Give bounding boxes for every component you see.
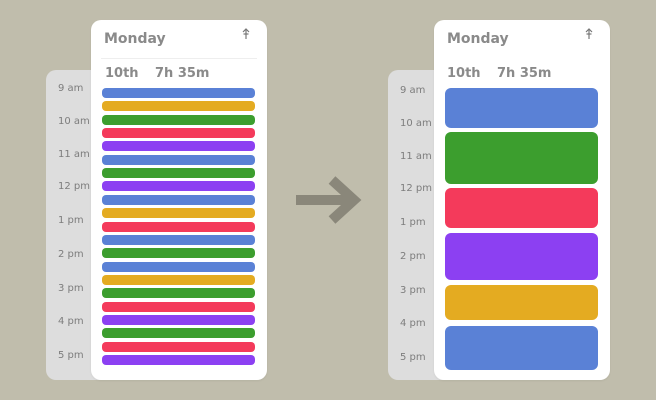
- hour-label: 10 am: [400, 118, 432, 129]
- calendar-card-after: Monday 10th 7h 35m: [434, 20, 610, 380]
- event-block[interactable]: [102, 141, 255, 152]
- hour-label: 10 am: [58, 116, 90, 127]
- event-block[interactable]: [102, 314, 255, 325]
- event-block[interactable]: [102, 168, 255, 179]
- hour-label: 3 pm: [58, 283, 84, 294]
- event-block[interactable]: [102, 288, 255, 299]
- arrow-right-icon: [292, 170, 364, 234]
- hour-label: 1 pm: [400, 217, 426, 228]
- event-block[interactable]: [102, 328, 255, 339]
- hour-label: 12 pm: [58, 181, 90, 192]
- hour-label: 12 pm: [400, 183, 432, 194]
- event-block[interactable]: [102, 114, 255, 125]
- hour-label: 9 am: [58, 83, 84, 94]
- hour-label: 4 pm: [400, 318, 426, 329]
- total-duration: 7h 35m: [497, 66, 552, 81]
- event-block[interactable]: [102, 274, 255, 285]
- pin-icon[interactable]: [241, 28, 251, 45]
- hour-label: 1 pm: [58, 215, 84, 226]
- date-number: 10th: [105, 66, 139, 81]
- event-block[interactable]: [102, 261, 255, 272]
- event-block[interactable]: [445, 285, 598, 320]
- date-number: 10th: [447, 66, 481, 81]
- hour-label: 11 am: [58, 149, 90, 160]
- event-block[interactable]: [102, 248, 255, 259]
- event-block[interactable]: [445, 132, 598, 184]
- calendar-card-before: Monday 10th 7h 35m: [91, 20, 267, 380]
- total-duration: 7h 35m: [155, 66, 210, 81]
- event-block[interactable]: [445, 233, 598, 280]
- event-block[interactable]: [102, 101, 255, 112]
- event-block[interactable]: [445, 188, 598, 228]
- hour-label: 2 pm: [58, 249, 84, 260]
- event-block[interactable]: [102, 208, 255, 219]
- event-block[interactable]: [102, 194, 255, 205]
- event-block[interactable]: [102, 154, 255, 165]
- day-title: Monday: [447, 31, 509, 47]
- event-block[interactable]: [445, 88, 598, 128]
- hour-label: 5 pm: [58, 350, 84, 361]
- hour-label: 4 pm: [58, 316, 84, 327]
- hour-label: 5 pm: [400, 352, 426, 363]
- event-block[interactable]: [102, 234, 255, 245]
- day-title: Monday: [104, 31, 166, 47]
- hour-label: 3 pm: [400, 285, 426, 296]
- hour-label: 11 am: [400, 151, 432, 162]
- event-block[interactable]: [102, 221, 255, 232]
- header-divider: [101, 58, 257, 59]
- event-block[interactable]: [102, 181, 255, 192]
- event-block[interactable]: [102, 341, 255, 352]
- event-block[interactable]: [102, 88, 255, 98]
- event-block[interactable]: [102, 355, 255, 365]
- event-block[interactable]: [445, 326, 598, 370]
- hour-label: 2 pm: [400, 251, 426, 262]
- pin-icon[interactable]: [584, 28, 594, 45]
- hour-label: 9 am: [400, 85, 426, 96]
- event-block[interactable]: [102, 301, 255, 312]
- event-block[interactable]: [102, 128, 255, 139]
